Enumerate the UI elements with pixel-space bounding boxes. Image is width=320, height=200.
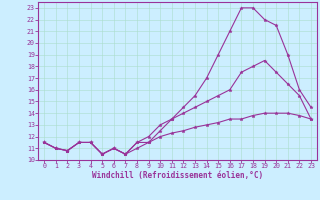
X-axis label: Windchill (Refroidissement éolien,°C): Windchill (Refroidissement éolien,°C) xyxy=(92,171,263,180)
